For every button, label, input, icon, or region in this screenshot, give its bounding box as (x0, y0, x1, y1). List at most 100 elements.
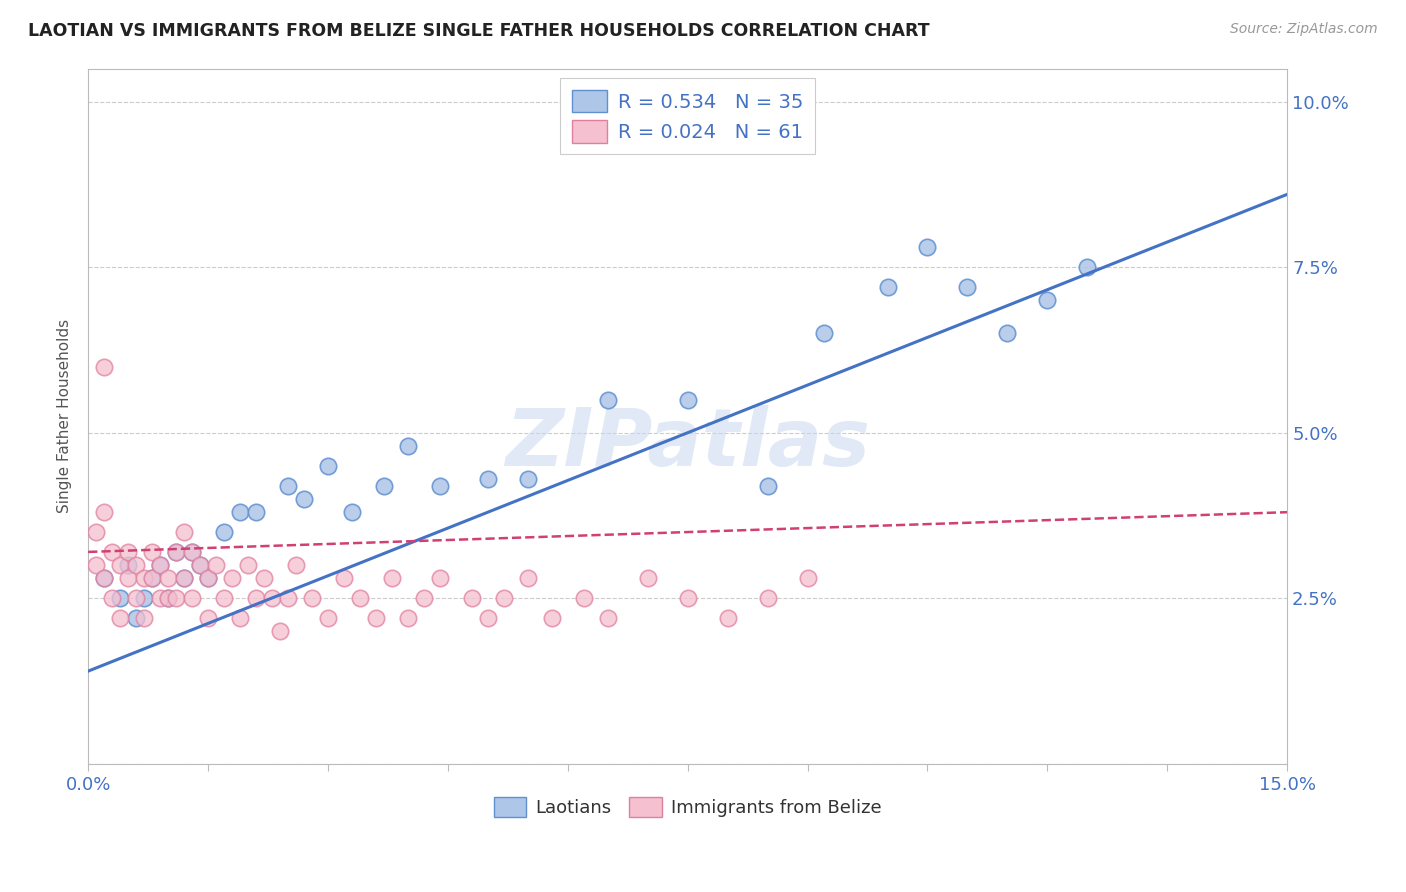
Point (596, 611, 619, 625)
Point (316, 458, 339, 473)
Point (93, 571, 115, 585)
Point (997, 326, 1019, 341)
Point (756, 479, 779, 493)
Point (301, 591, 323, 606)
Point (229, 505, 252, 519)
Point (676, 591, 699, 606)
Point (149, 558, 172, 573)
Point (212, 591, 235, 606)
Point (84, 558, 107, 573)
Point (108, 611, 131, 625)
Point (876, 280, 898, 294)
Point (181, 545, 204, 559)
Point (373, 479, 395, 493)
Point (132, 571, 155, 585)
Point (1076, 260, 1098, 275)
Point (260, 591, 283, 606)
Point (197, 611, 219, 625)
Point (429, 479, 451, 493)
Point (676, 392, 699, 407)
Point (245, 505, 267, 519)
Point (165, 545, 187, 559)
Point (173, 571, 195, 585)
Point (157, 591, 180, 606)
Point (149, 558, 172, 573)
Point (141, 571, 163, 585)
Point (316, 611, 339, 625)
Point (253, 571, 276, 585)
Point (157, 591, 180, 606)
Point (197, 571, 219, 585)
Point (141, 571, 163, 585)
Point (108, 558, 131, 573)
Point (173, 524, 195, 539)
Point (236, 558, 259, 573)
Point (756, 591, 779, 606)
Point (245, 591, 267, 606)
Point (917, 240, 939, 254)
Point (93, 571, 115, 585)
Point (205, 558, 228, 573)
Point (381, 571, 404, 585)
Point (117, 545, 139, 559)
Point (364, 611, 387, 625)
Point (221, 571, 243, 585)
Point (349, 591, 371, 606)
Point (188, 558, 211, 573)
Point (477, 472, 499, 486)
Point (717, 611, 740, 625)
Point (188, 558, 211, 573)
Point (492, 591, 515, 606)
Point (229, 611, 252, 625)
Point (813, 326, 835, 341)
Point (157, 571, 180, 585)
Point (93, 505, 115, 519)
Point (396, 439, 419, 453)
Point (93, 359, 115, 374)
Point (429, 571, 451, 585)
Point (340, 505, 363, 519)
Point (117, 558, 139, 573)
Point (132, 591, 155, 606)
Point (141, 545, 163, 559)
Point (212, 524, 235, 539)
Point (173, 571, 195, 585)
Text: LAOTIAN VS IMMIGRANTS FROM BELIZE SINGLE FATHER HOUSEHOLDS CORRELATION CHART: LAOTIAN VS IMMIGRANTS FROM BELIZE SINGLE… (28, 22, 929, 40)
Point (277, 479, 299, 493)
Point (125, 611, 148, 625)
Point (125, 558, 148, 573)
Point (396, 611, 419, 625)
Point (292, 491, 315, 506)
Point (165, 545, 187, 559)
Point (101, 545, 124, 559)
Point (132, 611, 155, 625)
Point (125, 591, 148, 606)
Point (540, 611, 562, 625)
Point (956, 280, 979, 294)
Point (477, 611, 499, 625)
Y-axis label: Single Father Households: Single Father Households (58, 319, 72, 513)
Point (516, 571, 538, 585)
Point (101, 591, 124, 606)
Point (572, 591, 595, 606)
Point (165, 591, 187, 606)
Point (796, 571, 818, 585)
Text: Source: ZipAtlas.com: Source: ZipAtlas.com (1230, 22, 1378, 37)
Point (181, 591, 204, 606)
Point (285, 558, 308, 573)
Point (84, 524, 107, 539)
Point (637, 571, 659, 585)
Point (461, 591, 484, 606)
Point (117, 571, 139, 585)
Point (108, 591, 131, 606)
Point (333, 571, 356, 585)
Point (516, 472, 538, 486)
Point (197, 571, 219, 585)
Point (596, 392, 619, 407)
Point (181, 545, 204, 559)
Point (1036, 293, 1059, 308)
Legend: Laotians, Immigrants from Belize: Laotians, Immigrants from Belize (486, 790, 889, 824)
Point (277, 591, 299, 606)
Point (412, 591, 434, 606)
Text: ZIPatlas: ZIPatlas (505, 405, 870, 483)
